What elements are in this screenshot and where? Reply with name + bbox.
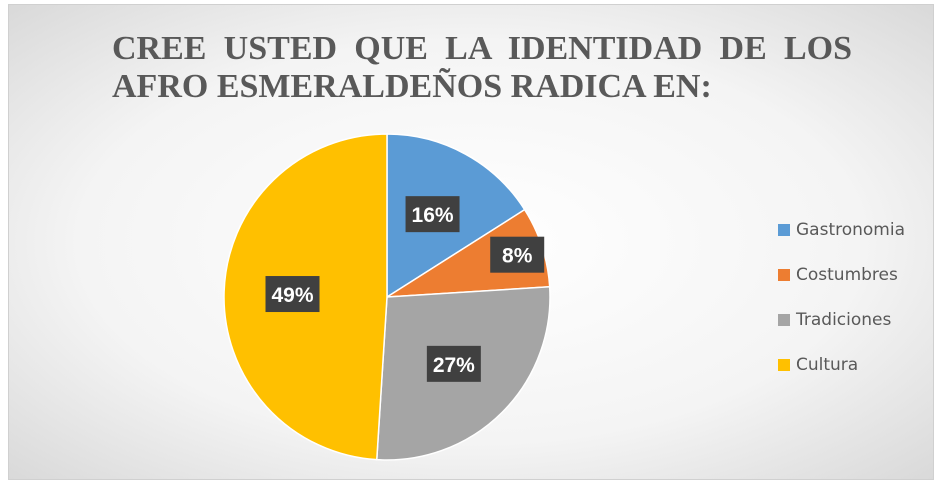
- data-label-box: [490, 236, 545, 273]
- legend-label: Tradiciones: [795, 310, 892, 330]
- data-label: 16%: [412, 204, 454, 227]
- legend-label: Cultura: [796, 355, 858, 375]
- legend-swatch: [778, 359, 790, 371]
- data-label: 27%: [433, 354, 475, 377]
- legend-label: Costumbres: [796, 265, 898, 285]
- data-label-box: [426, 345, 481, 382]
- data-label: 49%: [271, 284, 313, 307]
- legend-swatch: [778, 269, 790, 281]
- data-label-box: [265, 276, 320, 313]
- chart-title: CREE USTED QUE LA IDENTIDAD DE LOS AFRO …: [112, 30, 852, 105]
- legend-label: Gastronomia: [796, 220, 905, 240]
- legend-swatch: [778, 224, 790, 236]
- data-label-box: [405, 196, 460, 233]
- data-label: 8%: [502, 245, 533, 268]
- legend-swatch: [778, 314, 790, 326]
